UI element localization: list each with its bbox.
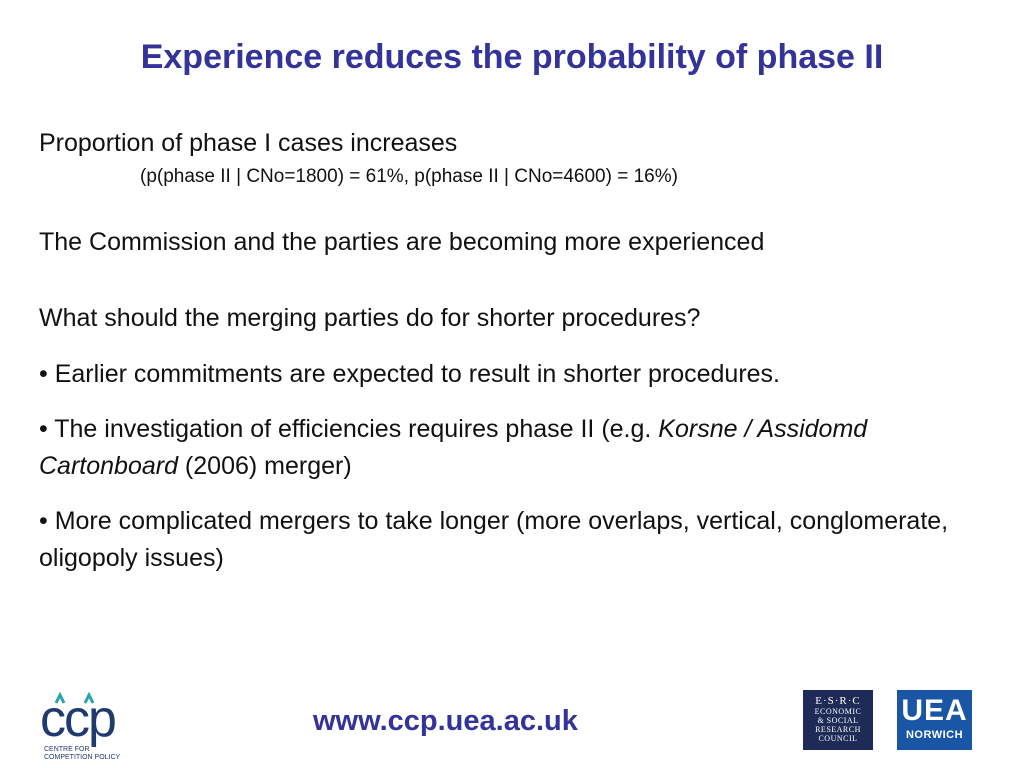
ccp-logo: ccp CENTRE FOR COMPETITION POLICY [40,690,121,761]
bullet-commitments: • Earlier commitments are expected to re… [39,360,781,388]
esrc-logo-line5: COUNCIL [818,734,858,743]
ccp-logo-accent-2 [83,691,95,704]
body-line-phase-proportion: Proportion of phase I cases increases [39,129,458,157]
body-line-question: What should the merging parties do for s… [39,304,701,332]
bullet-list: • Earlier commitments are expected to re… [39,356,984,595]
case-name-italic: Korsne / Assidomd Cartonboard [39,415,868,480]
bullet-efficiencies-text: • The investigation of efficiencies requ… [39,415,659,443]
slide-title: Experience reduces the probability of ph… [140,38,884,76]
ccp-logo-accent-1 [54,691,66,704]
uea-logo: UEA NORWICH [897,690,972,750]
uea-logo-line2: NORWICH [905,729,964,741]
ccp-logo-caption-1: CENTRE FOR [44,746,90,753]
esrc-logo-line2: ECONOMIC [814,707,862,716]
esrc-logo-line1: E·S·R·C [815,695,861,707]
ccp-logo-caption-2: COMPETITION POLICY [44,754,121,761]
body-line-experience: The Commission and the parties are becom… [39,228,765,256]
bullet-complicated-mergers: • More complicated mergers to take longe… [39,507,949,572]
uea-logo-line1: UEA [901,694,968,727]
esrc-logo-line3: & SOCIAL [817,716,859,725]
bullet-efficiencies-tail: (2006) merger) [177,452,352,480]
probability-subline: (p(phase II | CNo=1800) = 61%, p(phase I… [140,166,678,187]
bullet-efficiencies: • The investigation of efficiencies requ… [39,411,984,485]
esrc-logo: E·S·R·C ECONOMIC & SOCIAL RESEARCH COUNC… [803,690,873,750]
ccp-logo-letters: ccp [40,690,115,748]
esrc-logo-line4: RESEARCH [815,725,861,734]
footer-url[interactable]: www.ccp.uea.ac.uk [313,705,578,737]
